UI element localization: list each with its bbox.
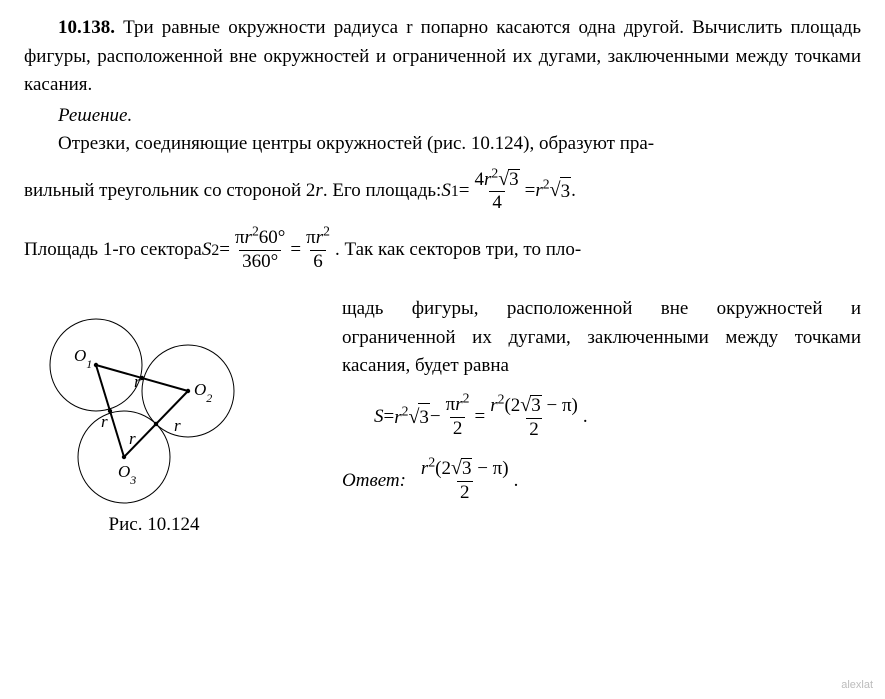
solution-continuation: щадь фигуры, расположенной вне окружност… (342, 295, 861, 381)
figure-and-continuation: O1 O2 O3 r r r r Рис. 10.124 щадь фигуры, расп… (24, 289, 861, 540)
svg-text:r: r (129, 429, 136, 448)
answer-fraction: r2(23 − π) 2 (418, 458, 512, 504)
figure-caption: Рис. 10.124 (24, 511, 284, 540)
problem-number: 10.138. (58, 17, 115, 38)
solution-line-1: Отрезки, соединяющие центры окружностей … (24, 130, 861, 159)
solution-heading: Решение. (24, 102, 861, 131)
problem-statement: 10.138. Три равные окружности радиуса r … (24, 14, 861, 100)
s2-fraction-1: πr260° 360° (232, 228, 288, 273)
s2-fraction-2: πr2 6 (303, 228, 333, 273)
figure-block: O1 O2 O3 r r r r Рис. 10.124 (24, 289, 284, 540)
answer-label: Ответ: (342, 467, 406, 496)
svg-text:r: r (174, 416, 181, 435)
svg-text:r: r (101, 412, 108, 431)
figure-svg: O1 O2 O3 r r r r (24, 289, 244, 509)
equation-s-final: S = r23 − πr2 2 = r2(23 − π) 2 . (342, 395, 861, 441)
svg-text:O3: O3 (118, 462, 136, 487)
problem-text: Три равные окружности радиуса r попарно … (24, 17, 861, 95)
equation-s1-line: вильный треугольник со стороной 2 r . Ег… (24, 169, 861, 215)
s1-rhs: r23 (535, 176, 571, 206)
equation-s2-line: Площадь 1-го сектора S2 = πr260° 360° = … (24, 228, 861, 273)
answer-row: Ответ: r2(23 − π) 2 . (342, 458, 861, 504)
svg-text:r: r (134, 372, 141, 391)
svg-text:O1: O1 (74, 346, 92, 371)
s1-fraction-1: 4r23 4 (471, 169, 522, 215)
watermark: alexlat (841, 677, 873, 694)
svg-text:O2: O2 (194, 380, 212, 405)
